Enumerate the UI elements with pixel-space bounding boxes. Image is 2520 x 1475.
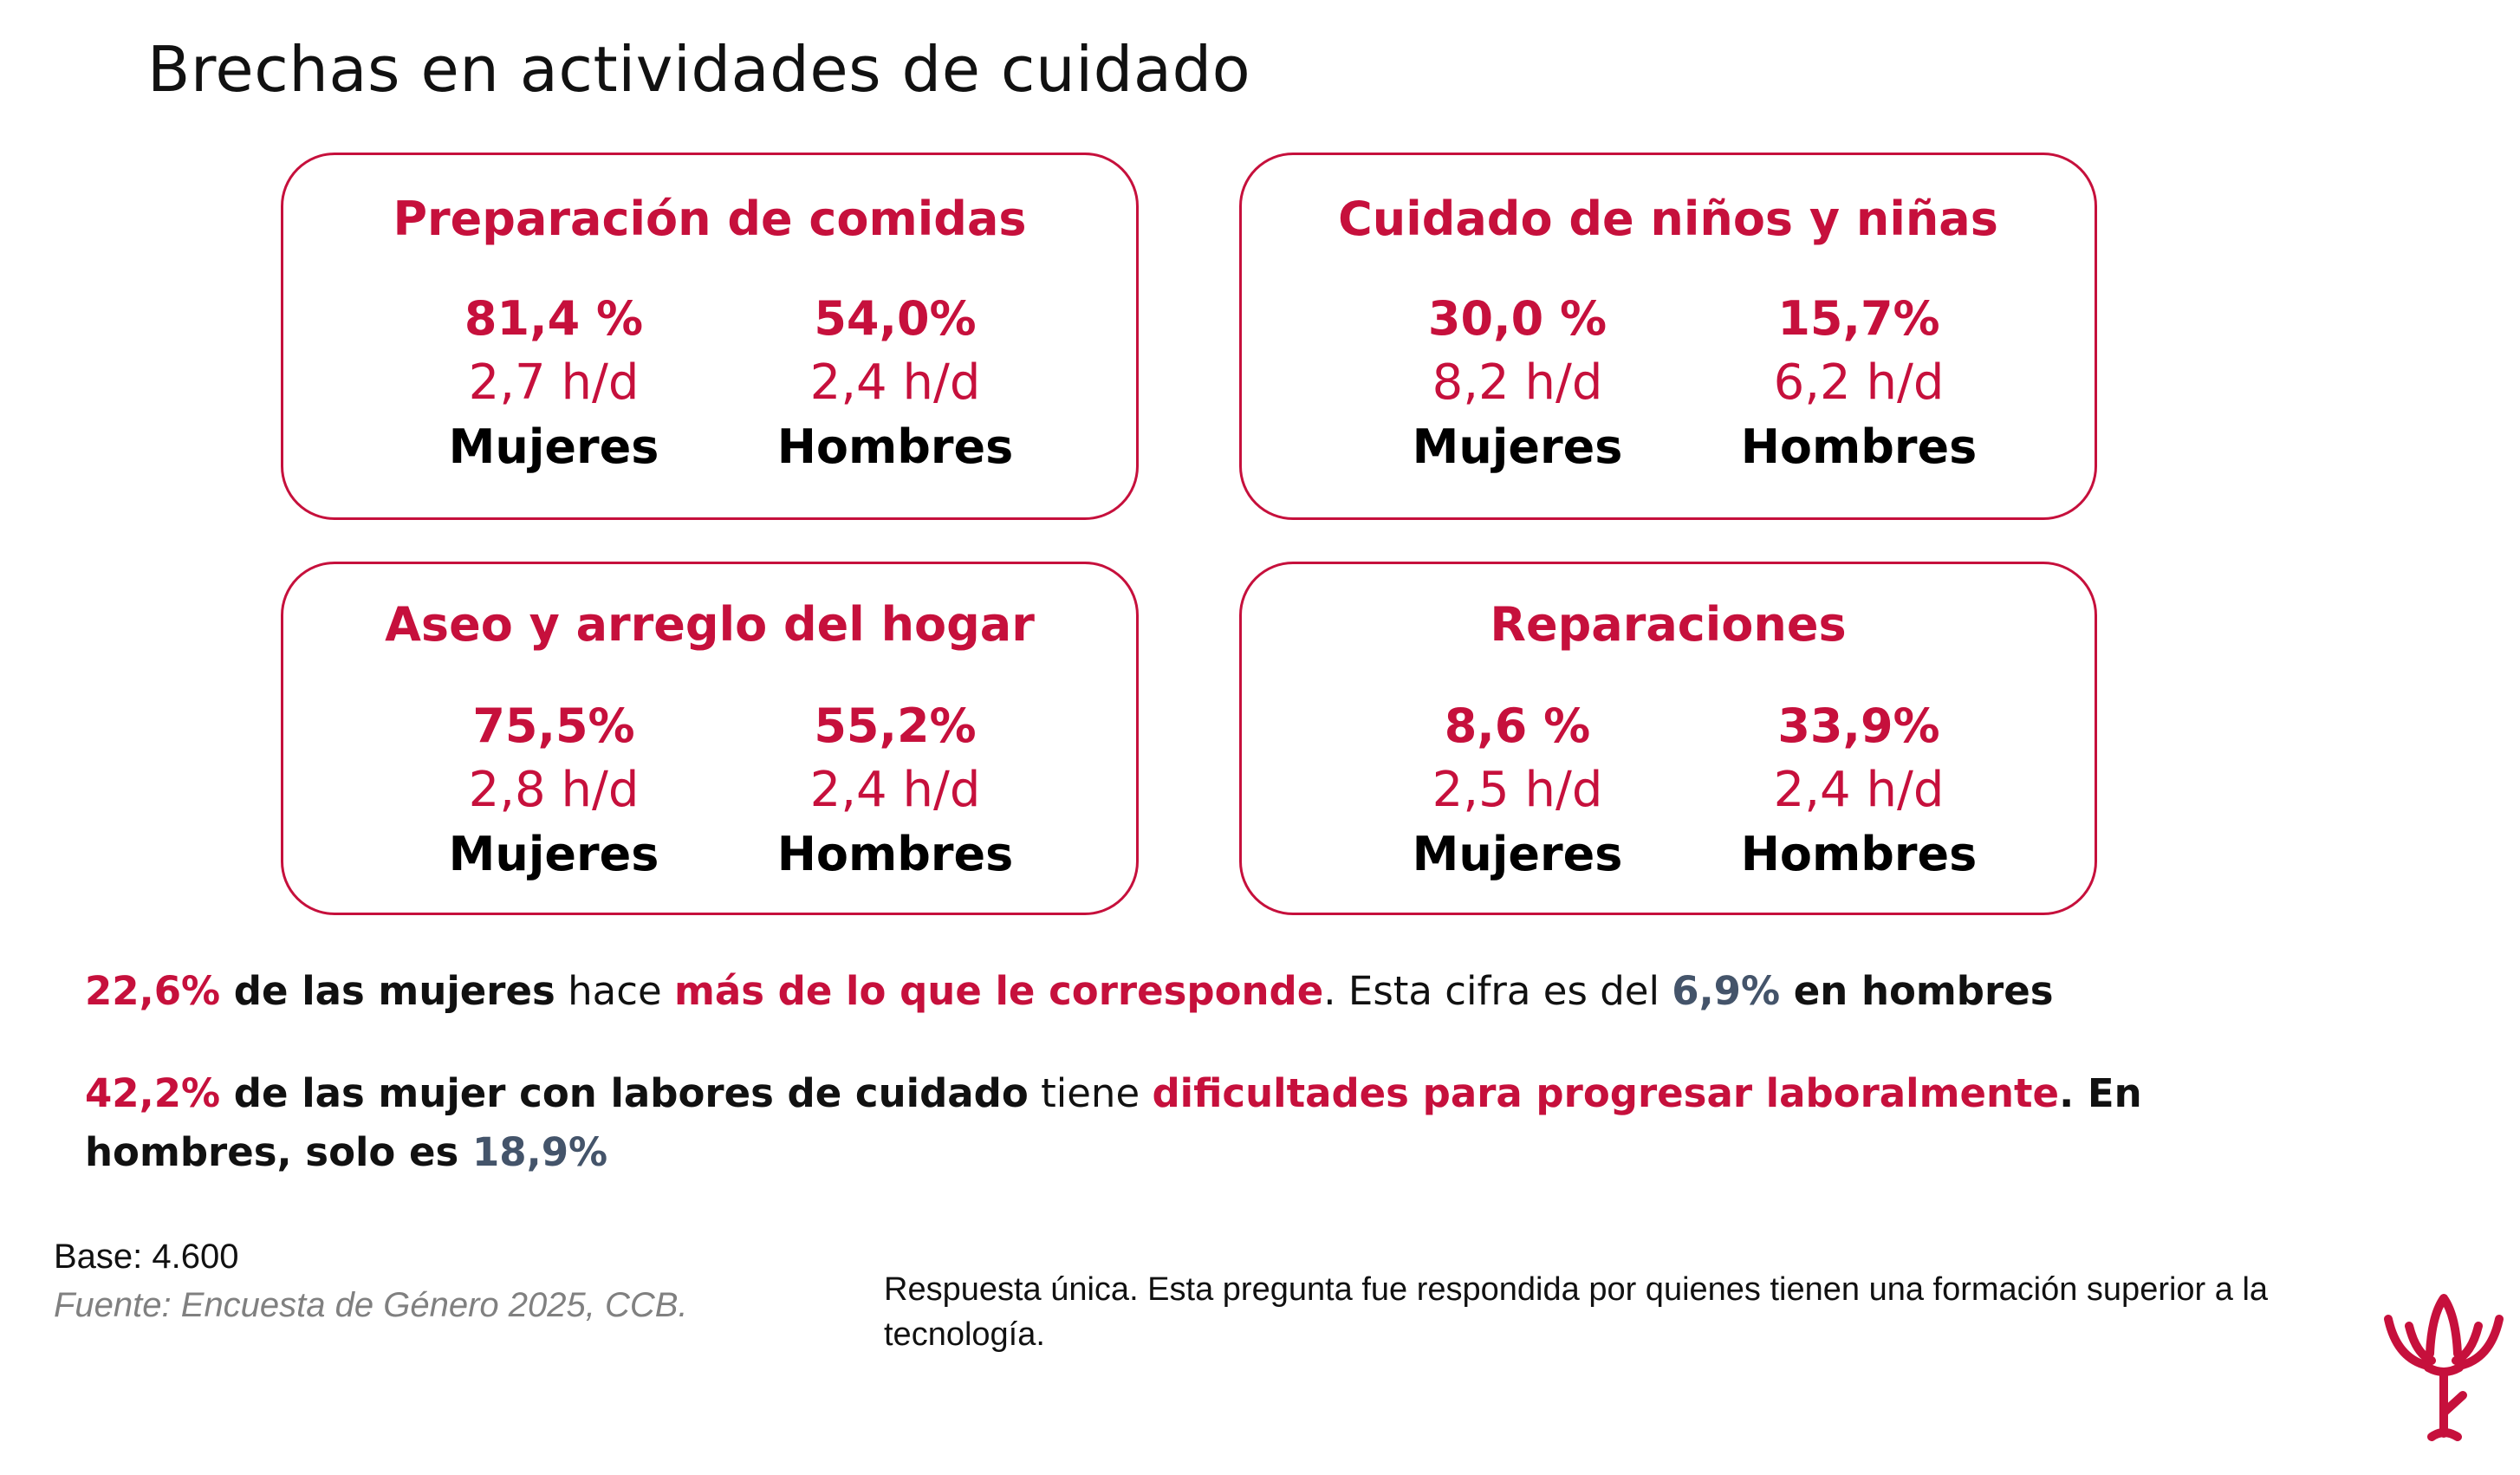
- statement-overwork: 22,6% de las mujeres hace más de lo que …: [85, 962, 2303, 1021]
- men-hours: 2,4 h/d: [809, 354, 981, 411]
- women-stats: 75,5% 2,8 h/d Mujeres: [380, 694, 727, 887]
- statement-verb: hace: [555, 968, 674, 1014]
- men-percentage: 55,2%: [814, 699, 977, 753]
- tulip-logo-icon: [2384, 1294, 2504, 1441]
- statement-career: 42,2% de las mujer con labores de cuidad…: [85, 1064, 2303, 1182]
- men-hours: 2,4 h/d: [809, 762, 981, 818]
- statement-men-percentage: 6,9%: [1672, 968, 1781, 1014]
- men-percentage: 33,9%: [1777, 699, 1940, 753]
- women-label: Mujeres: [448, 827, 659, 881]
- men-stats: 55,2% 2,4 h/d Hombres: [722, 694, 1068, 887]
- women-percentage: 75,5%: [472, 699, 635, 753]
- card-title: Cuidado de niños y niñas: [1338, 192, 1998, 246]
- statement-tail: . En hombres, solo es: [85, 1070, 2142, 1175]
- men-stats: 33,9% 2,4 h/d Hombres: [1685, 694, 2032, 887]
- men-stats: 15,7% 6,2 h/d Hombres: [1685, 287, 2032, 479]
- women-stats: 81,4 % 2,7 h/d Mujeres: [380, 287, 727, 479]
- statement-verb: tiene: [1028, 1070, 1153, 1116]
- men-percentage: 15,7%: [1777, 291, 1940, 346]
- men-label: Hombres: [1740, 827, 1978, 881]
- page-title: Brechas en actividades de cuidado: [147, 33, 1251, 106]
- men-label: Hombres: [776, 419, 1014, 474]
- men-stats: 54,0% 2,4 h/d Hombres: [722, 287, 1068, 479]
- men-label: Hombres: [776, 827, 1014, 881]
- statement-highlight: dificultades para progresar laboralmente: [1152, 1070, 2060, 1116]
- source-citation: Fuente: Encuesta de Género 2025, CCB.: [54, 1286, 688, 1324]
- women-hours: 8,2 h/d: [1432, 354, 1603, 411]
- base-count: Base: 4.600: [54, 1238, 239, 1276]
- card-title: Reparaciones: [1490, 597, 1847, 652]
- women-stats: 8,6 % 2,5 h/d Mujeres: [1344, 694, 1691, 887]
- men-hours: 6,2 h/d: [1773, 354, 1945, 411]
- women-hours: 2,7 h/d: [468, 354, 640, 411]
- men-label: Hombres: [1740, 419, 1978, 474]
- statement-women-percentage: 42,2%: [85, 1070, 221, 1116]
- footnote: Respuesta única. Esta pregunta fue respo…: [884, 1271, 2269, 1353]
- statement-mid: . Esta cifra es del: [1323, 968, 1672, 1014]
- women-label: Mujeres: [1412, 419, 1623, 474]
- women-label: Mujeres: [1412, 827, 1623, 881]
- women-percentage: 81,4 %: [464, 291, 644, 346]
- women-stats: 30,0 % 8,2 h/d Mujeres: [1344, 287, 1691, 479]
- men-hours: 2,4 h/d: [1773, 762, 1945, 818]
- stat-card-preparacion: Preparación de comidas 81,4 % 2,7 h/d Mu…: [281, 153, 1139, 520]
- statement-subject: de las mujer con labores de cuidado: [220, 1070, 1029, 1116]
- women-label: Mujeres: [448, 419, 659, 474]
- stat-card-reparaciones: Reparaciones 8,6 % 2,5 h/d Mujeres 33,9%…: [1239, 562, 2097, 915]
- statement-women-percentage: 22,6%: [85, 968, 221, 1014]
- statement-subject: de las mujeres: [220, 968, 555, 1014]
- women-percentage: 30,0 %: [1427, 291, 1607, 346]
- statement-highlight: más de lo que le corresponde: [673, 968, 1324, 1014]
- men-percentage: 54,0%: [814, 291, 977, 346]
- stat-card-aseo-hogar: Aseo y arreglo del hogar 75,5% 2,8 h/d M…: [281, 562, 1139, 915]
- women-hours: 2,5 h/d: [1432, 762, 1603, 818]
- women-hours: 2,8 h/d: [468, 762, 640, 818]
- statement-men-percentage: 18,9%: [472, 1129, 608, 1175]
- women-percentage: 8,6 %: [1444, 699, 1591, 753]
- stat-card-cuidado-ninos: Cuidado de niños y niñas 30,0 % 8,2 h/d …: [1239, 153, 2097, 520]
- card-title: Aseo y arreglo del hogar: [385, 597, 1035, 652]
- card-title: Preparación de comidas: [393, 192, 1027, 246]
- statement-tail: en hombres: [1780, 968, 2054, 1014]
